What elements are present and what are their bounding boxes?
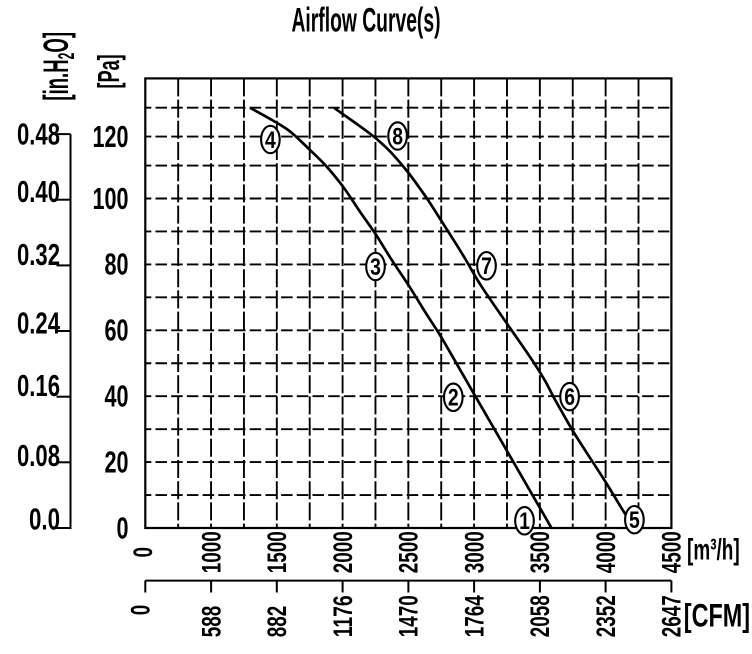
svg-text:2000: 2000 bbox=[328, 531, 358, 573]
svg-text:2058: 2058 bbox=[525, 595, 555, 637]
svg-text:8: 8 bbox=[392, 123, 403, 150]
svg-text:1500: 1500 bbox=[262, 531, 292, 573]
svg-text:0: 0 bbox=[125, 605, 155, 616]
svg-text:0.08: 0.08 bbox=[17, 438, 60, 473]
svg-text:6: 6 bbox=[564, 384, 575, 411]
svg-text:882: 882 bbox=[262, 606, 292, 638]
svg-text:1470: 1470 bbox=[394, 595, 424, 637]
svg-text:4: 4 bbox=[265, 127, 276, 154]
svg-text:1: 1 bbox=[519, 508, 530, 535]
svg-text:0: 0 bbox=[117, 510, 129, 545]
svg-text:1176: 1176 bbox=[328, 595, 358, 637]
svg-text:0.40: 0.40 bbox=[17, 174, 60, 209]
svg-text:2647: 2647 bbox=[657, 595, 687, 637]
svg-text:0: 0 bbox=[128, 547, 158, 558]
svg-text:3: 3 bbox=[370, 254, 381, 281]
svg-text:3500: 3500 bbox=[525, 531, 555, 573]
svg-text:0.24: 0.24 bbox=[17, 305, 61, 340]
svg-text:1764: 1764 bbox=[459, 595, 489, 637]
svg-text:7: 7 bbox=[481, 253, 492, 280]
svg-text:60: 60 bbox=[105, 313, 129, 348]
svg-text:0.0: 0.0 bbox=[29, 502, 60, 537]
svg-text:588: 588 bbox=[196, 606, 226, 638]
svg-text:40: 40 bbox=[105, 379, 129, 414]
svg-text:Airflow Curve(s): Airflow Curve(s) bbox=[292, 2, 441, 40]
svg-text:0.32: 0.32 bbox=[17, 237, 60, 272]
svg-text:3000: 3000 bbox=[459, 531, 489, 573]
svg-text:80: 80 bbox=[105, 247, 129, 282]
svg-text:100: 100 bbox=[93, 181, 129, 216]
svg-text:5: 5 bbox=[629, 507, 640, 534]
svg-text:1000: 1000 bbox=[196, 531, 226, 573]
svg-text:0.48: 0.48 bbox=[17, 117, 60, 152]
svg-text:2352: 2352 bbox=[591, 595, 621, 637]
svg-text:2500: 2500 bbox=[394, 531, 424, 573]
svg-text:[CFM]: [CFM] bbox=[684, 597, 750, 633]
svg-text:[m³/h]: [m³/h] bbox=[687, 534, 740, 567]
svg-text:120: 120 bbox=[93, 119, 129, 154]
svg-text:4500: 4500 bbox=[657, 531, 687, 573]
svg-text:20: 20 bbox=[105, 444, 129, 479]
svg-text:[in.H2O]: [in.H2O] bbox=[37, 32, 79, 101]
svg-text:4000: 4000 bbox=[591, 531, 621, 573]
svg-text:0.16: 0.16 bbox=[17, 368, 60, 403]
svg-text:[Pa]: [Pa] bbox=[91, 54, 126, 88]
svg-text:2: 2 bbox=[448, 385, 459, 412]
